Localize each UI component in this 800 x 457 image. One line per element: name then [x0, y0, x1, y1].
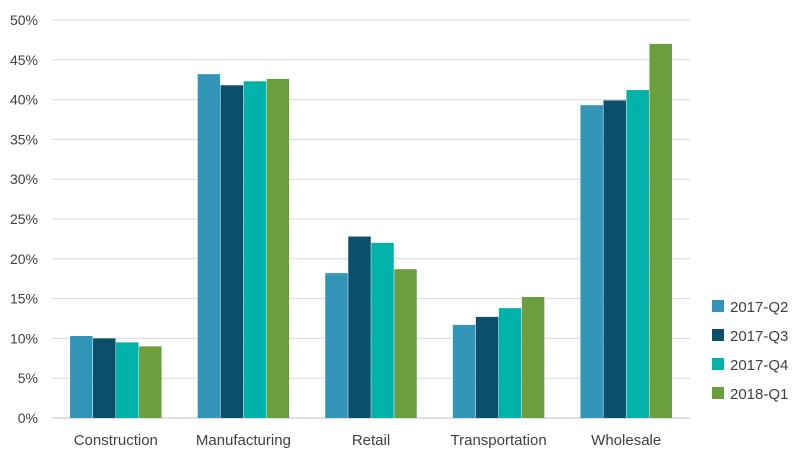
legend-swatch [712, 387, 724, 399]
bar-transportation-2017-q3 [475, 316, 499, 418]
x-axis-ticks: Construction Manufacturing Retail Transport… [74, 432, 662, 449]
y-tick-label: 40% [10, 92, 38, 108]
legend-label: 2017-Q4 [730, 357, 788, 374]
x-tick-label: Construction [74, 432, 158, 449]
y-tick-label: 10% [10, 330, 38, 346]
bar-wholesale-2017-q2 [580, 105, 603, 418]
bar-construction-2017-q2 [70, 336, 93, 418]
legend-label: 2017-Q3 [730, 328, 788, 345]
y-tick-label: 50% [10, 12, 38, 28]
bar-construction-2017-q3 [93, 338, 116, 418]
y-tick-label: 35% [10, 131, 38, 147]
legend-swatch [712, 300, 724, 312]
y-tick-label: 45% [10, 52, 38, 68]
bar-retail-2017-q3 [348, 236, 371, 418]
legend-label: 2017-Q2 [730, 299, 788, 316]
bar-retail-2017-q2 [325, 273, 348, 418]
y-tick-label: 20% [10, 251, 38, 267]
x-tick-label: Transportation [451, 432, 547, 449]
bar-construction-2018-q1 [139, 346, 162, 418]
y-tick-label: 25% [10, 211, 38, 227]
legend: 2017-Q2 2017-Q3 2017-Q4 2018-Q1 [712, 299, 788, 403]
legend-swatch [712, 358, 724, 370]
bar-manufacturing-2017-q4 [243, 81, 267, 419]
y-tick-label: 5% [18, 370, 38, 386]
bar-wholesale-2018-q1 [649, 43, 672, 418]
y-tick-label: 0% [18, 410, 38, 426]
bar-manufacturing-2018-q1 [266, 78, 290, 419]
x-tick-label: Manufacturing [196, 432, 291, 449]
bar-construction-2017-q4 [116, 342, 139, 418]
bar-wholesale-2017-q4 [626, 90, 649, 418]
bar-transportation-2018-q1 [521, 297, 545, 418]
bar-transportation-2017-q4 [498, 308, 522, 418]
bar-transportation-2017-q2 [452, 324, 476, 418]
y-tick-label: 30% [10, 171, 38, 187]
y-tick-label: 15% [10, 291, 38, 307]
bars [70, 43, 672, 419]
bar-manufacturing-2017-q2 [197, 74, 221, 419]
x-tick-label: Wholesale [591, 432, 661, 449]
legend-label: 2018-Q1 [730, 386, 788, 403]
bar-wholesale-2017-q3 [603, 100, 626, 419]
bar-retail-2018-q1 [394, 269, 417, 418]
legend-swatch [712, 329, 724, 341]
y-axis-ticks: 0% 5% 10% 15% 20% 25% 30% 35% 40% 45% 50% [10, 12, 38, 426]
bar-manufacturing-2017-q3 [220, 85, 244, 418]
x-tick-label: Retail [352, 432, 390, 449]
bar-retail-2017-q4 [371, 242, 394, 418]
